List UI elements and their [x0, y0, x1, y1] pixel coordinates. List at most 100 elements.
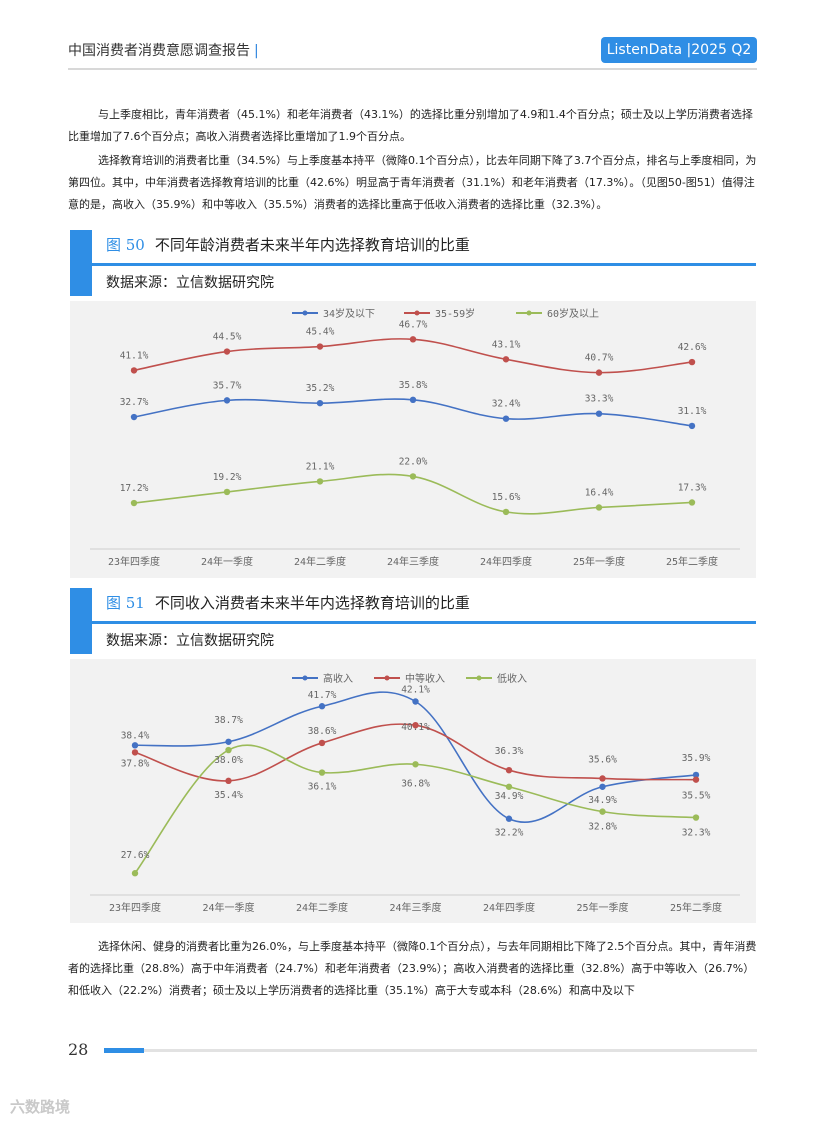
data-label-0-4: 32.4%: [492, 399, 521, 410]
data-label-0-6: 35.9%: [682, 753, 711, 764]
x-tick-label-5: 25年一季度: [576, 901, 628, 914]
figure-51-number: 图 51: [106, 594, 145, 612]
figure-50-title: 图 50 不同年龄消费者未来半年内选择教育培训的比重: [106, 234, 470, 255]
data-point-0-1: [225, 738, 232, 745]
legend-marker-1: [414, 310, 420, 316]
data-point-1-0: [130, 367, 138, 374]
figure-51-header: 图 51 不同收入消费者未来半年内选择教育培训的比重 数据来源：立信数据研究院: [70, 588, 756, 658]
data-label-1-4: 43.1%: [492, 339, 521, 350]
data-label-2-6: 32.3%: [682, 828, 711, 839]
data-point-2-5: [595, 504, 603, 511]
data-point-2-1: [223, 488, 231, 496]
data-label-0-4: 32.2%: [495, 828, 524, 839]
legend-marker-1: [384, 675, 390, 681]
data-label-2-1: 19.2%: [213, 472, 242, 483]
x-tick-label-4: 24年四季度: [483, 901, 535, 914]
data-label-2-3: 22.0%: [399, 456, 428, 467]
legend-label-2: 60岁及以上: [547, 307, 599, 320]
x-tick-label-1: 24年一季度: [201, 555, 253, 568]
data-point-0-0: [131, 742, 139, 749]
data-point-2-1: [225, 746, 232, 754]
legend-marker-0: [302, 310, 308, 316]
figure-50-title-text: 不同年龄消费者未来半年内选择教育培训的比重: [154, 236, 470, 254]
paragraph-1: 与上季度相比，青年消费者（45.1%）和老年消费者（43.1%）的选择比重分别增…: [68, 108, 753, 143]
x-tick-label-6: 25年二季度: [670, 901, 722, 914]
data-point-1-5: [595, 369, 603, 376]
data-label-0-1: 35.7%: [213, 380, 242, 391]
data-point-2-4: [505, 783, 513, 790]
header-divider: [68, 68, 757, 70]
data-label-2-1: 38.0%: [214, 755, 243, 766]
x-tick-label-0: 23年四季度: [109, 901, 161, 914]
data-label-2-4: 15.6%: [492, 492, 521, 503]
data-label-1-2: 45.4%: [306, 327, 335, 338]
data-point-0-5: [595, 410, 603, 417]
data-point-0-3: [409, 396, 417, 404]
x-tick-label-2: 24年二季度: [296, 901, 348, 914]
data-point-0-0: [130, 413, 138, 421]
data-point-2-0: [131, 870, 139, 877]
data-point-0-2: [316, 399, 324, 407]
data-label-1-3: 40.1%: [401, 722, 430, 733]
data-point-0-4: [502, 415, 510, 422]
data-point-0-4: [505, 815, 513, 822]
footer-rule: [104, 1049, 757, 1052]
legend-label-2: 低收入: [497, 672, 527, 685]
x-tick-label-3: 24年三季度: [387, 555, 439, 568]
data-point-1-3: [412, 721, 419, 729]
figure-51-chart-svg: 高收入 中等收入 低收入 23年四季度 24年一季度 24年二季度 24年三季度 24年四季度…: [90, 672, 740, 914]
report-title: 中国消费者消费意愿调查报告 |: [68, 40, 259, 60]
data-label-1-4: 36.3%: [495, 746, 524, 757]
legend-label-1: 中等收入: [405, 672, 445, 685]
data-label-1-0: 37.8%: [121, 758, 150, 769]
data-label-0-6: 31.1%: [678, 406, 707, 417]
footer-accent: [104, 1048, 144, 1053]
data-point-1-6: [688, 358, 696, 366]
data-label-2-0: 27.6%: [121, 850, 150, 861]
figure-51-rule: [92, 621, 756, 624]
data-point-1-0: [131, 749, 139, 756]
data-label-1-5: 35.6%: [588, 754, 617, 765]
x-tick-label-5: 25年一季度: [573, 555, 625, 568]
data-point-2-4: [502, 508, 510, 516]
data-label-0-2: 41.7%: [308, 690, 337, 701]
data-point-2-6: [692, 814, 700, 821]
paragraph-3: 选择休闲、健身的消费者比重为26.0%，与上季度基本持平（微降0.1个百分点），…: [68, 940, 757, 997]
data-label-2-2: 36.1%: [308, 782, 337, 793]
data-label-0-3: 42.1%: [401, 685, 430, 696]
figure-51-accent: [70, 588, 92, 654]
data-label-0-1: 38.7%: [214, 715, 243, 726]
data-point-0-5: [599, 783, 606, 790]
figure-51-title: 图 51 不同收入消费者未来半年内选择教育培训的比重: [106, 592, 470, 613]
figure-50-number: 图 50: [106, 236, 145, 254]
data-label-2-3: 36.8%: [401, 778, 430, 789]
data-label-1-6: 42.6%: [678, 342, 707, 353]
legend-marker-2: [476, 675, 482, 681]
page-number: 28: [68, 1040, 89, 1059]
data-label-1-1: 35.4%: [214, 790, 243, 801]
figure-51-title-text: 不同收入消费者未来半年内选择教育培训的比重: [154, 594, 470, 612]
data-label-1-1: 44.5%: [213, 332, 242, 343]
data-point-1-6: [692, 776, 700, 783]
x-tick-label-6: 25年二季度: [666, 555, 718, 568]
figure-51-source: 数据来源：立信数据研究院: [106, 633, 274, 649]
data-point-2-5: [599, 808, 606, 815]
report-title-text: 中国消费者消费意愿调查报告: [68, 43, 250, 59]
data-point-2-3: [409, 473, 417, 480]
data-point-1-2: [318, 739, 326, 747]
figure-50-accent: [70, 230, 92, 296]
data-label-0-0: 38.4%: [121, 730, 150, 741]
data-point-1-4: [505, 766, 513, 774]
data-label-1-0: 41.1%: [120, 350, 149, 361]
data-point-1-2: [316, 343, 324, 350]
data-label-1-2: 38.6%: [308, 726, 337, 737]
data-point-0-2: [318, 703, 326, 710]
data-point-2-2: [318, 769, 326, 776]
data-point-2-6: [688, 499, 696, 506]
data-point-2-2: [316, 478, 324, 485]
data-point-1-4: [502, 356, 510, 363]
data-point-1-3: [409, 336, 417, 343]
x-tick-label-4: 24年四季度: [480, 555, 532, 568]
data-point-2-0: [130, 499, 138, 507]
data-point-0-6: [688, 422, 696, 430]
